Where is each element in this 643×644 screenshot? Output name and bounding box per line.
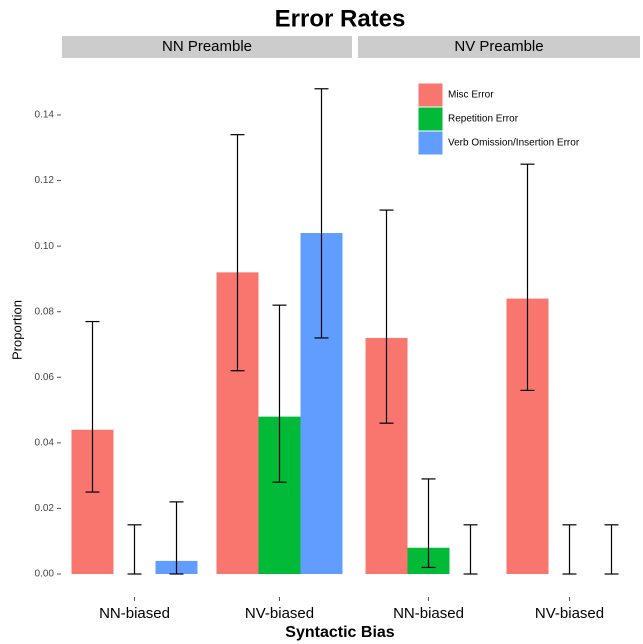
legend-key — [417, 130, 444, 156]
legend-key — [417, 82, 444, 108]
facet-title: NV Preamble — [454, 38, 543, 55]
y-tick-label: 0.12 — [35, 175, 55, 186]
x-axis-label: Syntactic Bias — [285, 624, 394, 641]
legend-label: Misc Error — [448, 90, 494, 101]
y-tick-label: 0.08 — [35, 306, 55, 317]
y-tick-label: 0.14 — [35, 110, 55, 121]
x-tick-label: NN-biased — [99, 605, 170, 622]
y-tick-label: 0.04 — [35, 437, 55, 448]
y-axis-label: Proportion — [9, 300, 24, 360]
chart-title: Error Rates — [275, 5, 406, 32]
y-tick-label: 0.06 — [35, 372, 55, 383]
y-tick-label: 0.02 — [35, 503, 55, 514]
x-tick-label: NV-biased — [245, 605, 314, 622]
legend-key — [417, 106, 444, 132]
legend-label: Repetition Error — [448, 114, 519, 125]
x-tick-label: NN-biased — [393, 605, 464, 622]
x-tick-label: NV-biased — [535, 605, 604, 622]
y-tick-label: 0.10 — [35, 241, 55, 252]
facet-title: NN Preamble — [162, 38, 252, 55]
facet-strip — [358, 36, 640, 58]
legend-label: Verb Omission/Insertion Error — [448, 138, 580, 149]
y-tick-label: 0.00 — [35, 569, 55, 580]
facet-strip — [62, 36, 352, 58]
